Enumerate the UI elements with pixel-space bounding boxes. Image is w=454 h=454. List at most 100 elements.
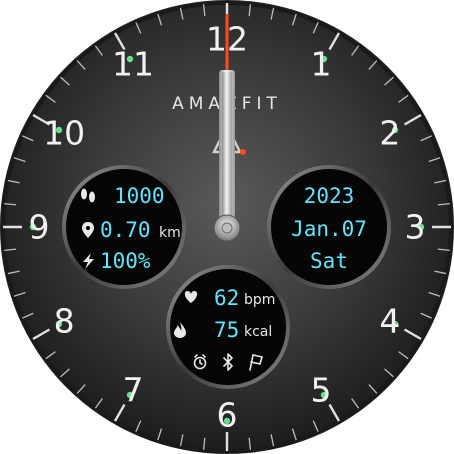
minute-tick — [60, 368, 70, 378]
hour-numeral-4: 4 — [379, 302, 400, 341]
minute-tick — [420, 135, 432, 142]
hour-tick — [113, 403, 126, 422]
hour-numeral-6: 6 — [217, 396, 238, 435]
minute-tick — [270, 434, 275, 447]
footprints-icon — [81, 188, 95, 203]
minute-tick — [384, 76, 394, 86]
hour-tick — [32, 113, 51, 126]
minute-tick — [398, 351, 409, 360]
minute-tick — [384, 368, 394, 378]
minute-tick — [368, 60, 378, 70]
hour-dot — [126, 391, 134, 399]
minute-tick — [7, 179, 20, 184]
distance-value: 0.70 — [100, 218, 151, 242]
minute-tick — [22, 312, 34, 319]
minute-tick — [76, 60, 86, 70]
hour-dot — [55, 320, 63, 328]
minute-tick — [434, 270, 447, 275]
hour-dot — [391, 320, 399, 328]
minute-tick — [94, 45, 103, 56]
health-subdial[interactable]: 62 bpm 75 kcal — [166, 265, 290, 389]
minute-tick — [420, 312, 432, 319]
activity-subdial[interactable]: 1000 0.70 km 100% — [62, 165, 186, 289]
heart-rate-unit: bpm — [244, 292, 275, 308]
minute-tick — [60, 76, 70, 86]
minute-tick — [248, 4, 252, 17]
hour-marker-dots — [29, 55, 425, 425]
minute-tick — [291, 428, 297, 441]
hour-numeral-3: 3 — [405, 208, 426, 247]
heart-icon — [184, 291, 198, 303]
hour-dot — [223, 417, 231, 425]
minute-tick — [434, 179, 447, 184]
hour-dot — [29, 223, 37, 231]
minute-tick — [7, 270, 20, 275]
hour-tick — [113, 32, 126, 51]
minute-ticks — [3, 3, 451, 451]
minute-tick — [428, 157, 441, 163]
hour-dot — [126, 55, 134, 63]
hour-dot — [55, 126, 63, 134]
minute-tick — [312, 22, 319, 34]
minute-tick — [428, 291, 441, 297]
minute-hand — [222, 72, 232, 224]
flame-icon — [174, 322, 186, 338]
minute-tick — [22, 135, 34, 142]
hour-numeral-10: 10 — [43, 114, 85, 153]
hour-numeral-5: 5 — [311, 370, 332, 409]
minute-tick — [13, 157, 26, 163]
hour-dot — [391, 126, 399, 134]
battery-value: 100% — [100, 249, 151, 273]
hour-dot — [417, 223, 425, 231]
distance-unit: km — [159, 225, 181, 241]
steps-value: 1000 — [114, 184, 165, 208]
hour-dot — [320, 391, 328, 399]
minute-tick — [248, 437, 252, 450]
hour-dot — [320, 55, 328, 63]
date-weekday: Sat — [310, 249, 348, 273]
calories-value: 75 — [214, 318, 239, 342]
minute-tick — [4, 248, 17, 252]
hour-tick — [328, 32, 341, 51]
minute-tick — [76, 384, 86, 394]
minute-tick — [368, 384, 378, 394]
hour-numeral-1: 1 — [311, 45, 332, 84]
location-pin-icon — [82, 222, 94, 238]
hour-tick — [32, 328, 51, 341]
hour-numeral-2: 2 — [379, 114, 400, 153]
minute-tick — [202, 4, 206, 17]
minute-tick — [270, 7, 275, 20]
alarm-clock-icon — [193, 354, 207, 370]
bluetooth-icon — [223, 353, 233, 371]
minute-tick — [135, 420, 142, 432]
minute-tick — [4, 202, 17, 206]
minute-tick — [351, 398, 360, 409]
lightning-icon — [83, 253, 94, 269]
minute-tick — [312, 420, 319, 432]
minute-tick — [13, 291, 26, 297]
minute-tick — [351, 45, 360, 56]
finish-flag-icon — [249, 354, 263, 371]
hour-numeral-8: 8 — [54, 302, 75, 341]
minute-tick — [157, 428, 163, 441]
minute-tick — [135, 22, 142, 34]
hour-numeral-9: 9 — [29, 208, 50, 247]
calories-unit: kcal — [244, 324, 272, 340]
date-month-day: Jan.07 — [291, 217, 367, 241]
date-subdial[interactable]: 2023 Jan.07 Sat — [267, 165, 391, 289]
minute-tick — [437, 248, 450, 252]
minute-tick — [45, 94, 56, 103]
hour-numeral-11: 11 — [112, 45, 154, 84]
minute-tick — [398, 94, 409, 103]
hour-tick — [328, 403, 341, 422]
minute-tick — [179, 7, 184, 20]
minute-tick — [291, 13, 297, 26]
minute-tick — [437, 202, 450, 206]
hour-numeral-7: 7 — [123, 370, 144, 409]
minute-tick — [157, 13, 163, 26]
minute-tick — [202, 437, 206, 450]
minute-tick — [45, 351, 56, 360]
date-year: 2023 — [304, 184, 355, 208]
